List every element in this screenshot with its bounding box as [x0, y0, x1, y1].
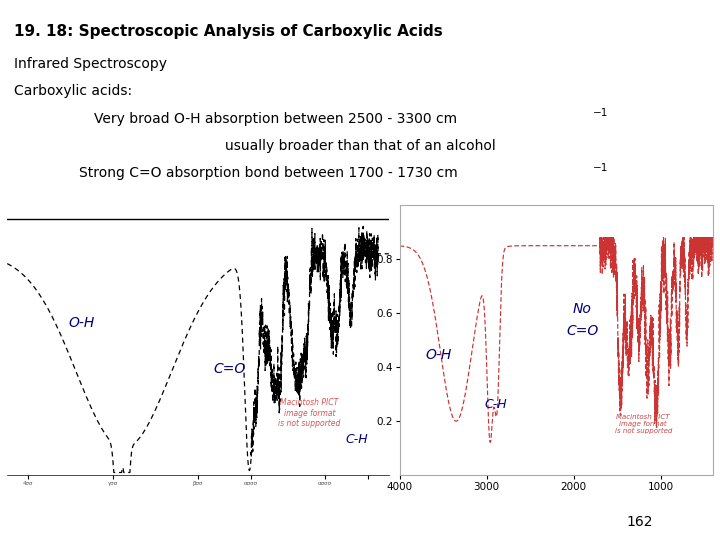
Text: Macintosh PICT
image format
is not supported: Macintosh PICT image format is not suppo… [614, 414, 672, 434]
Text: Carboxylic acids:: Carboxylic acids: [14, 84, 132, 98]
Text: −1: −1 [593, 163, 608, 173]
Text: C=O: C=O [214, 362, 246, 376]
Text: usually broader than that of an alcohol: usually broader than that of an alcohol [225, 139, 495, 153]
Text: 19. 18: Spectroscopic Analysis of Carboxylic Acids: 19. 18: Spectroscopic Analysis of Carbox… [14, 24, 443, 39]
Text: C-H: C-H [346, 433, 369, 446]
Text: Macintosh PICT
image format
is not supported: Macintosh PICT image format is not suppo… [278, 398, 341, 428]
Text: 162: 162 [626, 515, 653, 529]
Text: C-H: C-H [484, 397, 507, 411]
Text: Infrared Spectroscopy: Infrared Spectroscopy [14, 57, 167, 71]
Text: Strong C=O absorption bond between 1700 - 1730 cm: Strong C=O absorption bond between 1700 … [79, 166, 458, 180]
Text: C=O: C=O [566, 324, 598, 338]
Text: −1: −1 [593, 108, 608, 118]
Text: O-H: O-H [68, 316, 94, 330]
Text: Very broad O-H absorption between 2500 - 3300 cm: Very broad O-H absorption between 2500 -… [94, 112, 456, 126]
Text: O-H: O-H [426, 348, 452, 362]
Text: No: No [573, 302, 592, 316]
